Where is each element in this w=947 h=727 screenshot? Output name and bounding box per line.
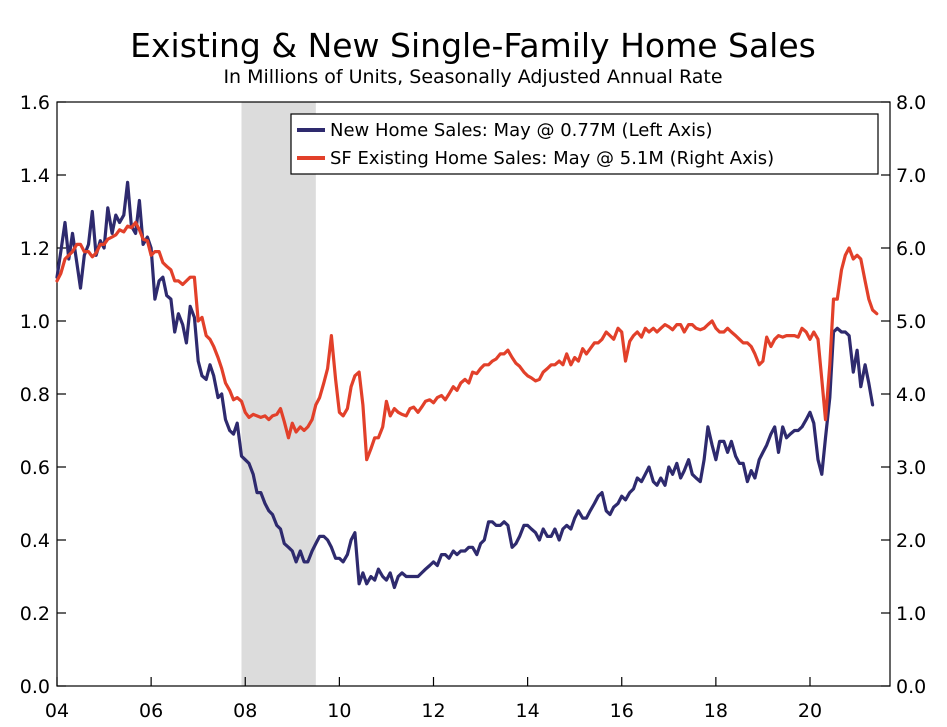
right-tick-label: 1.0 <box>896 603 926 625</box>
right-tick-label: 2.0 <box>896 530 926 552</box>
axis-ticks: 0.0 0.2 0.4 0.6 0.8 1.0 1.2 1.4 1.6 0.0 1.0 2.0 3.0 4… <box>20 92 926 722</box>
recession-shading <box>241 102 316 686</box>
left-tick-label: 1.4 <box>20 165 50 187</box>
left-tick-label: 0.4 <box>20 530 50 552</box>
right-tick-label: 4.0 <box>896 384 926 406</box>
x-tick-label: 10 <box>327 700 351 722</box>
left-tick-label: 0.0 <box>20 676 50 698</box>
x-tick-label: 18 <box>704 700 728 722</box>
right-tick-label: 6.0 <box>896 238 926 260</box>
x-tick-label: 16 <box>610 700 634 722</box>
series-line-existing-home-sales <box>55 220 879 462</box>
x-tick-label: 04 <box>45 700 69 722</box>
legend-label-new-home: New Home Sales: May @ 0.77M (Left Axis) <box>330 120 713 141</box>
plot-area-frame <box>56 101 891 687</box>
x-tick-label: 20 <box>798 700 822 722</box>
x-tick-label: 14 <box>516 700 540 722</box>
right-tick-label: 7.0 <box>896 165 926 187</box>
right-tick-label: 5.0 <box>896 311 926 333</box>
left-tick-label: 0.6 <box>20 457 50 479</box>
x-tick-label: 12 <box>421 700 445 722</box>
right-tick-label: 8.0 <box>896 92 926 114</box>
legend: New Home Sales: May @ 0.77M (Left Axis) … <box>290 113 879 175</box>
series-group <box>55 180 879 590</box>
right-tick-label: 3.0 <box>896 457 926 479</box>
left-tick-label: 0.8 <box>20 384 50 406</box>
chart-subtitle: In Millions of Units, Seasonally Adjuste… <box>223 66 722 88</box>
left-tick-label: 0.2 <box>20 603 50 625</box>
x-tick-label: 06 <box>139 700 163 722</box>
left-tick-label: 1.0 <box>20 311 50 333</box>
chart-title: Existing & New Single-Family Home Sales <box>130 26 816 65</box>
right-tick-label: 0.0 <box>896 676 926 698</box>
legend-box <box>290 113 879 175</box>
series-line-new-home-sales <box>55 180 875 590</box>
left-tick-label: 1.6 <box>20 92 50 114</box>
left-tick-label: 1.2 <box>20 238 50 260</box>
x-tick-label: 08 <box>233 700 257 722</box>
legend-label-existing-home: SF Existing Home Sales: May @ 5.1M (Righ… <box>330 148 774 169</box>
